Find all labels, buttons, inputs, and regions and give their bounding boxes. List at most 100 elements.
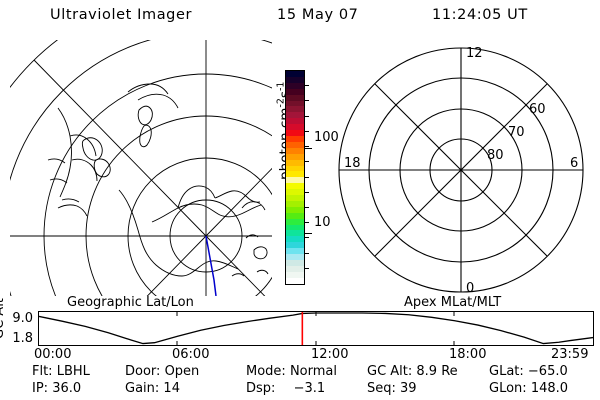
status-glon-label: GLon: xyxy=(489,381,527,396)
orbit-x-axis: 00:00 06:00 12:00 18:00 23:59 xyxy=(0,347,600,365)
status-door: Door: Open xyxy=(125,364,199,379)
header-bar: Ultraviolet Imager 15 May 07 11:24:05 UT xyxy=(0,7,600,29)
colorbar-segment xyxy=(286,212,304,219)
colorbar-segment xyxy=(286,165,304,172)
colorbar-minor-tick xyxy=(304,115,309,117)
colorbar-segment xyxy=(286,271,304,278)
colorbar-segment xyxy=(286,130,304,136)
colorbar-minor-tick xyxy=(304,222,309,224)
colorbar-segment xyxy=(286,242,304,249)
colorbar-segment xyxy=(286,195,304,201)
mlt-spokes xyxy=(339,48,583,292)
status-ip: IP: 36.0 xyxy=(32,381,81,396)
colorbar-segment xyxy=(286,100,304,107)
colorbar-segment xyxy=(286,277,304,284)
colorbar-segment xyxy=(286,230,304,237)
status-seq: Seq: 39 xyxy=(367,381,417,396)
status-gc-alt-value: 8.9 Re xyxy=(416,364,458,379)
xtick-0000: 00:00 xyxy=(34,347,72,362)
status-dsp-value: −3.1 xyxy=(293,381,326,396)
xtick-1800: 18:00 xyxy=(449,347,487,362)
apex-mlt-panel: 12 6 0 18 60 70 80 xyxy=(330,40,592,296)
colorbar-minor-tick xyxy=(304,237,309,239)
colorbar-segment xyxy=(286,141,304,148)
orbit-xtick-marks xyxy=(176,312,455,345)
status-glat: GLat: −65.0 xyxy=(489,364,568,379)
observation-date: 15 May 07 xyxy=(277,7,359,23)
colorbar-minor-tick xyxy=(304,100,309,102)
status-dsp-label: Dsp: xyxy=(246,381,276,396)
colorbar-segment xyxy=(286,106,304,113)
colorbar-segment xyxy=(286,76,304,83)
colorbar-minor-tick xyxy=(304,191,309,193)
colorbar-major-tick xyxy=(304,233,312,234)
status-mode: Mode: Normal xyxy=(246,364,337,379)
status-flt-value: LBHL xyxy=(56,364,90,379)
status-glat-label: GLat: xyxy=(489,364,524,379)
colorbar-segment xyxy=(286,177,304,184)
status-gc-alt-label: GC Alt: xyxy=(367,364,413,379)
status-door-label: Door: xyxy=(125,364,161,379)
graticule-meridians xyxy=(10,40,272,296)
status-dsp: Dsp: −3.1 xyxy=(246,381,325,396)
status-flt-label: Flt: xyxy=(32,364,53,379)
colorbar-ticks xyxy=(304,70,312,283)
geographic-map-panel xyxy=(10,40,272,296)
status-mode-label: Mode: xyxy=(246,364,286,379)
orbit-altitude-plot[interactable] xyxy=(38,311,594,346)
colorbar-segment xyxy=(286,112,304,119)
mlat-label-60: 60 xyxy=(529,102,546,117)
gc-alt-ytick-low: 1.8 xyxy=(12,331,33,346)
observation-time: 11:24:05 UT xyxy=(432,7,528,23)
status-ip-value: 36.0 xyxy=(52,381,82,396)
colorbar-segment xyxy=(286,118,304,125)
colorbar-segment xyxy=(286,224,304,231)
mlat-tick-labels: 60 70 80 xyxy=(487,102,546,163)
status-gain-value: 14 xyxy=(163,381,180,396)
status-glon-value: 148.0 xyxy=(530,381,569,396)
status-glat-value: −65.0 xyxy=(527,364,568,379)
coastline-outlines xyxy=(47,83,269,277)
colorbar-segment xyxy=(286,171,304,178)
colorbar-segment xyxy=(286,189,304,196)
colorbar-segment xyxy=(286,147,304,154)
colorbar-segment xyxy=(286,206,304,213)
colorbar-label-10: 10 xyxy=(314,215,331,230)
xtick-2359: 23:59 xyxy=(551,347,589,362)
mlat-label-70: 70 xyxy=(508,125,525,140)
graticule-arcs xyxy=(10,40,272,296)
colorbar-minor-tick xyxy=(304,161,309,163)
orbit-altitude-curve xyxy=(39,312,593,345)
colorbar-segment xyxy=(286,265,304,272)
mlt-label-12: 12 xyxy=(466,46,483,61)
status-gc-alt: GC Alt: 8.9 Re xyxy=(367,364,458,379)
satellite-ground-track xyxy=(205,235,217,296)
mlt-tick-labels: 12 6 0 18 xyxy=(344,46,578,296)
geographic-map-svg xyxy=(10,40,272,296)
gc-alt-ytick-high: 9.0 xyxy=(12,311,33,326)
colorbar-segment xyxy=(286,71,304,77)
xtick-0600: 06:00 xyxy=(172,347,210,362)
status-seq-value: 39 xyxy=(400,381,417,396)
status-door-value: Open xyxy=(164,364,200,379)
status-mode-value: Normal xyxy=(289,364,337,379)
mlt-label-0: 0 xyxy=(466,281,474,296)
colorbar-segment xyxy=(286,248,304,255)
xtick-1200: 12:00 xyxy=(311,347,349,362)
colorbar-segment xyxy=(286,236,304,243)
colorbar-segment xyxy=(286,153,304,160)
colorbar-segment xyxy=(286,94,304,101)
colorbar-segment xyxy=(286,88,304,95)
colorbar-segment xyxy=(286,135,304,142)
colorbar-minor-tick xyxy=(304,130,309,132)
apex-mlt-svg: 12 6 0 18 60 70 80 xyxy=(338,46,584,296)
colorbar-minor-tick xyxy=(304,267,309,269)
colorbar-segment xyxy=(286,260,304,266)
status-gain: Gain: 14 xyxy=(125,381,180,396)
colorbar-minor-tick xyxy=(304,176,309,178)
mlt-label-6: 6 xyxy=(570,156,578,171)
status-flt: Flt: LBHL xyxy=(32,364,90,379)
colorbar-minor-tick xyxy=(304,146,309,148)
colorbar-segment xyxy=(286,218,304,225)
